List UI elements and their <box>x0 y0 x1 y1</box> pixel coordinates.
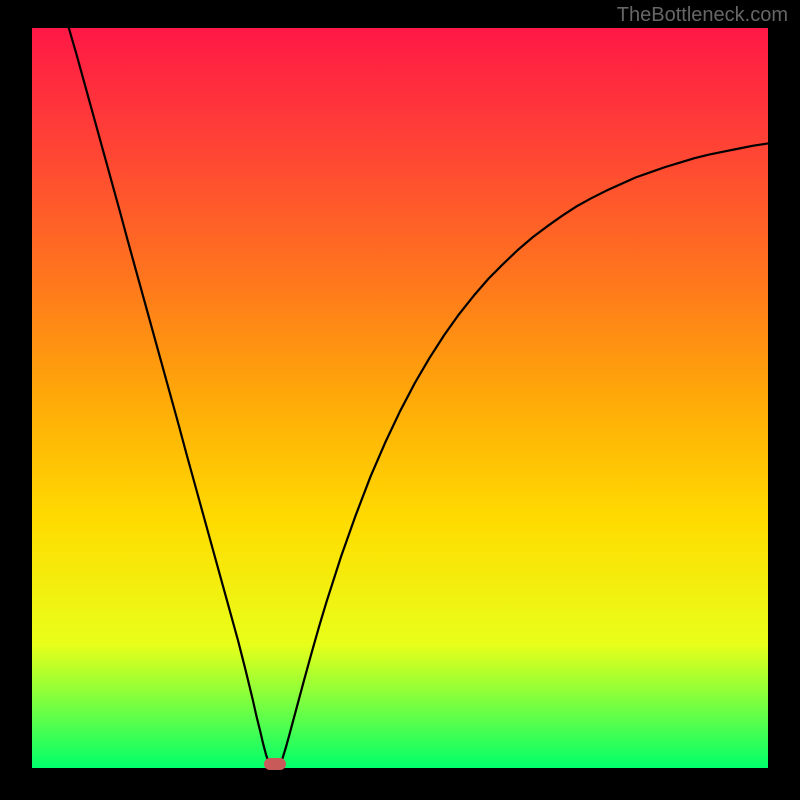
optimal-marker <box>264 758 286 770</box>
bottleneck-curve <box>32 28 768 768</box>
chart-container: TheBottleneck.com <box>0 0 800 800</box>
curve-path <box>69 28 768 768</box>
plot-area <box>32 28 768 768</box>
watermark-text: TheBottleneck.com <box>617 4 788 27</box>
